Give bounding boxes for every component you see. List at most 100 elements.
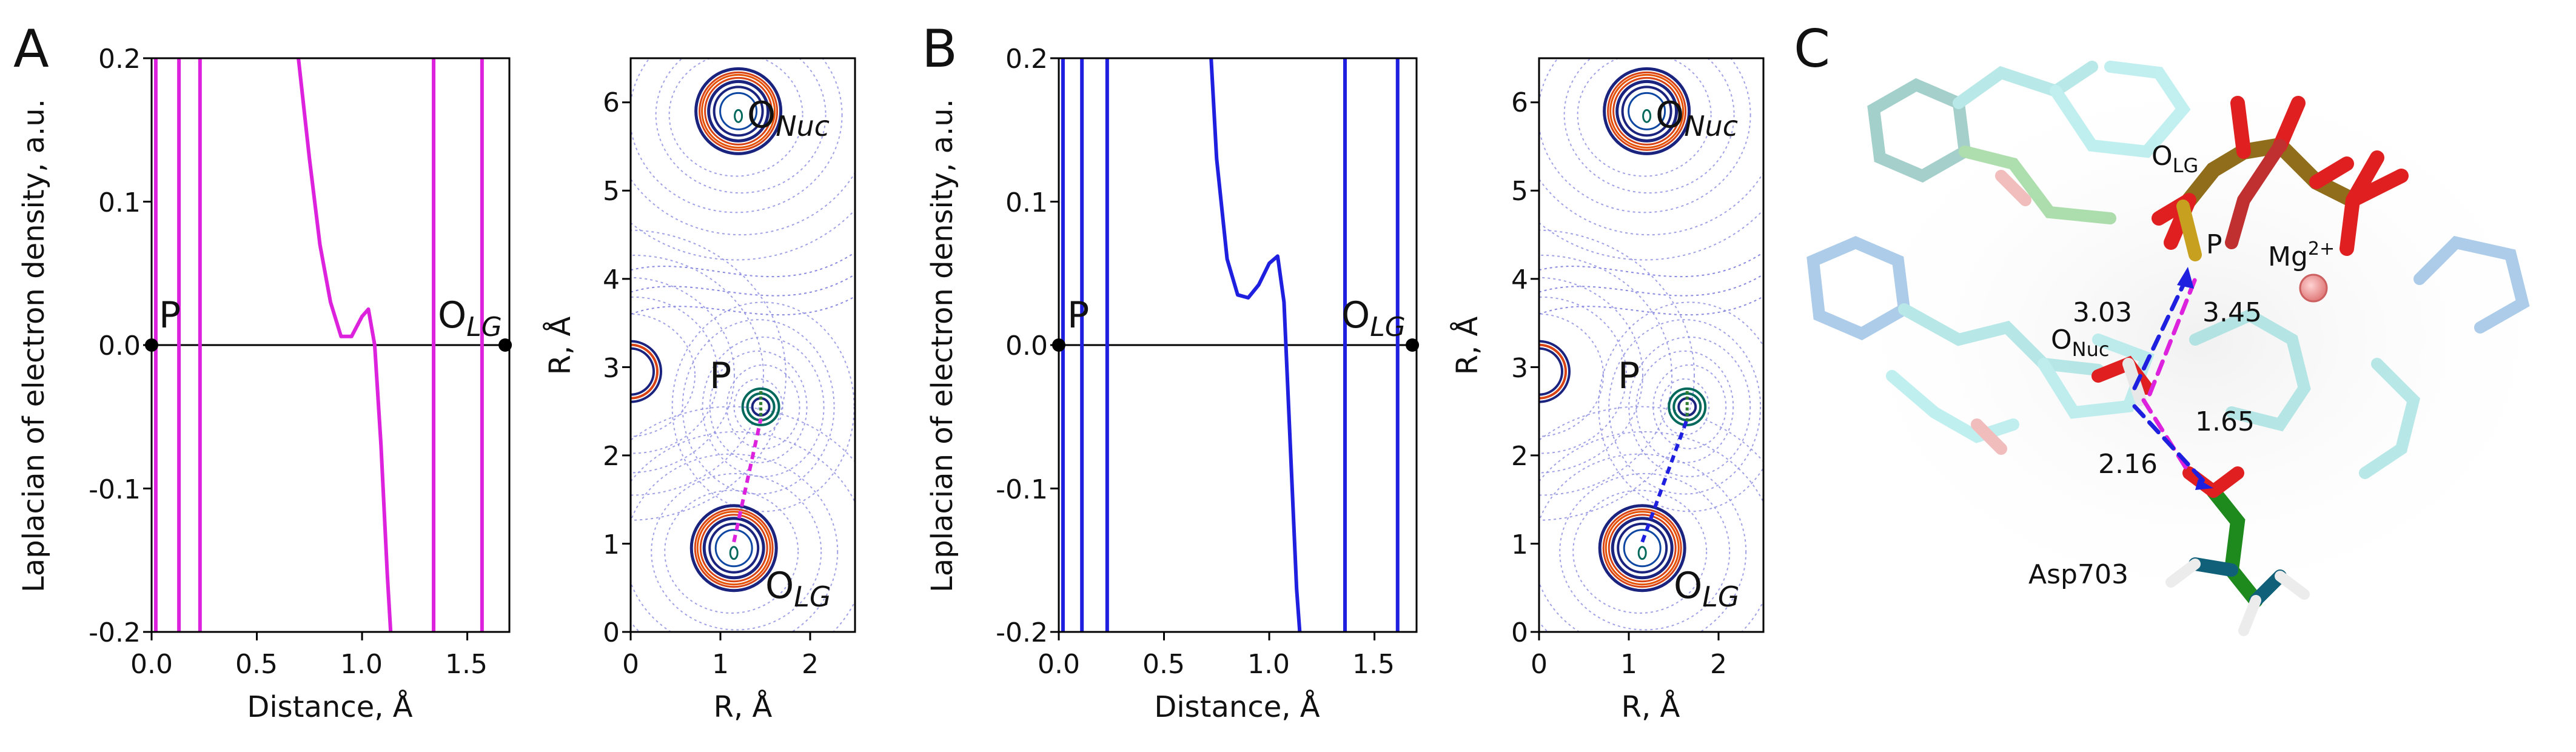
bond-path-a bbox=[732, 418, 763, 543]
mg-ion bbox=[2299, 274, 2328, 303]
wave-contour-a-1 bbox=[631, 274, 855, 297]
arrowhead-p bbox=[2177, 267, 2194, 289]
atom-ring-a-0-4 bbox=[707, 79, 770, 143]
background-contour-a-1-4 bbox=[682, 319, 835, 495]
start-atom-label-b: P bbox=[1067, 294, 1089, 337]
contour-x-label-a: R, Å bbox=[714, 690, 773, 724]
contour-plot-b: R, Å R, Å 0 1 2 6 5 4 3 2 1 0 ONuc P OLG bbox=[1450, 57, 1765, 724]
atom-ring-b-2-1 bbox=[1602, 508, 1682, 588]
p-beta-oxygens bbox=[2273, 96, 2409, 256]
sugar-upper bbox=[2050, 61, 2191, 158]
y-tick-label-a-4: -0.2 bbox=[89, 617, 141, 648]
contour-y-label-b: R, Å bbox=[1450, 316, 1484, 375]
sugar-lower bbox=[2038, 334, 2155, 419]
background-contour-a-3-0 bbox=[631, 313, 696, 437]
atom-ring-a-2-1 bbox=[694, 508, 774, 588]
background-contour-a-2-4 bbox=[631, 406, 855, 463]
contour-y-tick-a-5: 5 bbox=[603, 176, 620, 207]
phosphate-chain bbox=[2152, 96, 2409, 261]
background-contour-b-2-3 bbox=[1539, 431, 1763, 632]
laplacian-curve-b bbox=[1209, 58, 1302, 632]
atom-ring-b-0-1 bbox=[1607, 71, 1687, 151]
atom-ring-b-2-4 bbox=[1611, 517, 1674, 580]
label-asp703: Asp703 bbox=[2028, 559, 2128, 590]
contour-y-tick-b-3: 3 bbox=[1511, 353, 1528, 384]
contour-lines-b bbox=[1539, 58, 1763, 632]
contour-x-tick-b-0: 0 bbox=[1531, 649, 1548, 680]
atom-ring-b-0-3 bbox=[1612, 76, 1682, 146]
x-tick-label-a-1: 0.5 bbox=[235, 649, 278, 680]
x-axis-label-b: Distance, Å bbox=[1154, 690, 1320, 724]
asp703-sidechain bbox=[2189, 557, 2287, 607]
contour-plot-a: R, Å R, Å 0 1 2 6 5 4 3 2 1 0 ONuc P OLG bbox=[543, 57, 856, 724]
contour-x-label-b: R, Å bbox=[1622, 690, 1680, 724]
background-contour-a-0-2 bbox=[631, 58, 843, 213]
label-mg: Mg2+ bbox=[2268, 238, 2335, 272]
end-atom-label-b: OLG bbox=[1341, 294, 1406, 343]
atom-ring-a-2-6 bbox=[714, 529, 753, 568]
background-contour-b-0-2 bbox=[1539, 58, 1751, 213]
background-contour-b-3-1 bbox=[1539, 296, 1627, 454]
atom-ring-a-2-4 bbox=[702, 517, 765, 580]
x-tick-label-b-2: 1.0 bbox=[1247, 649, 1290, 680]
y-tick-label-b-3: -0.1 bbox=[996, 474, 1048, 505]
nucleus-mark-b-2 bbox=[1637, 546, 1647, 560]
label-o-nuc: ONuc bbox=[2051, 324, 2109, 361]
background-contour-a-1-3 bbox=[702, 336, 825, 477]
wave-contour-a-0 bbox=[631, 296, 855, 316]
atom-label-p-a: P bbox=[709, 355, 731, 397]
background-contour-a-0-0 bbox=[668, 58, 803, 177]
sugar-upper-green bbox=[1959, 146, 2116, 224]
wave-contour-b-0 bbox=[1539, 296, 1763, 316]
asp703-residue bbox=[2165, 466, 2310, 636]
atom-label-olg-b: OLG bbox=[1674, 565, 1740, 613]
contour-area-a bbox=[622, 57, 856, 640]
background-contour-b-2-1 bbox=[1559, 472, 1731, 631]
nucleus-mark-a-2 bbox=[729, 546, 739, 560]
background-contour-a-2-1 bbox=[651, 472, 822, 631]
y-axis-label-a: Laplacian of electron density, a.u. bbox=[17, 99, 51, 593]
atom-ring-b-2-6 bbox=[1623, 529, 1662, 568]
background-contour-a-2-2 bbox=[631, 453, 839, 632]
dash-3-45 bbox=[2147, 277, 2198, 397]
base-upper-link bbox=[1953, 61, 2098, 109]
background-contour-b-1-3 bbox=[1628, 336, 1751, 477]
x-axis-label-a: Distance, Å bbox=[247, 690, 412, 724]
y-tick-label-b-1: 0.1 bbox=[1005, 187, 1048, 218]
edge-ring-a-0 bbox=[631, 340, 662, 403]
p-ring-a-2 bbox=[751, 397, 771, 417]
background-contour-b-3-4 bbox=[1539, 229, 1695, 521]
label-o-lg: OLG bbox=[2152, 141, 2198, 177]
y-tick-label-a-0: 0.2 bbox=[98, 44, 141, 75]
contour-lines-a bbox=[631, 58, 855, 632]
background-contour-a-3-2 bbox=[631, 277, 735, 474]
contour-x-tick-b-1: 1 bbox=[1620, 649, 1637, 680]
y-tick-label-a-1: 0.1 bbox=[98, 187, 141, 218]
contour-y-tick-b-6: 6 bbox=[1511, 87, 1528, 118]
panel-letter-a: A bbox=[13, 19, 49, 79]
bond-path-b bbox=[1640, 418, 1689, 543]
arrowhead-asp bbox=[2195, 479, 2213, 490]
p-alpha-bonds bbox=[2181, 138, 2288, 208]
background-contour-b-3-3 bbox=[1539, 254, 1672, 496]
distance-3-03: 3.03 bbox=[2073, 297, 2132, 328]
contour-x-tick-b-2: 2 bbox=[1710, 649, 1727, 680]
atom-ring-a-0-2 bbox=[701, 73, 776, 149]
laplacian-curve-a bbox=[297, 58, 393, 632]
asp703-hydrogens bbox=[2165, 559, 2310, 636]
atom-label-onuc-b: ONuc bbox=[1655, 94, 1738, 143]
x-tick-label-b-0: 0.0 bbox=[1038, 649, 1080, 680]
dash-3-03 bbox=[2132, 277, 2189, 391]
distance-3-45: 3.45 bbox=[2202, 297, 2262, 328]
p-gamma-link bbox=[2225, 139, 2287, 249]
background-contour-b-3-0 bbox=[1539, 313, 1604, 437]
background-contour-b-1-1 bbox=[1652, 364, 1727, 449]
atom-ring-a-0-6 bbox=[719, 92, 758, 130]
contour-frame-b bbox=[1538, 57, 1765, 633]
background-contour-b-0-1 bbox=[1563, 58, 1735, 194]
contour-y-tick-b-5: 5 bbox=[1511, 176, 1528, 207]
molecular-structure-c: OLG P Mg2+ ONuc 3.03 3.45 1.65 2.16 Asp7… bbox=[1806, 55, 2576, 636]
atom-ring-b-2-2 bbox=[1605, 511, 1680, 586]
x-tick-label-b-1: 0.5 bbox=[1142, 649, 1185, 680]
